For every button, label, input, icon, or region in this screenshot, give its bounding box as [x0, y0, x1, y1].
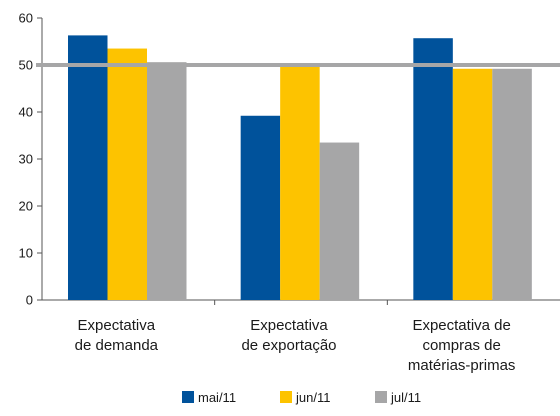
y-tick-label: 10 [19, 246, 33, 261]
legend-label: mai/11 [198, 390, 236, 405]
bar-jun-11-cat-1 [280, 64, 320, 300]
bar-mai-11-cat-0 [68, 35, 108, 300]
category-label: Expectativa de compras de matérias-primas [408, 317, 516, 374]
legend-item: mai/11 [182, 390, 236, 405]
category-labels: Expectativa de demanda Expectativa de expor… [75, 317, 516, 374]
y-tick-label: 60 [19, 11, 33, 26]
bar-mai-11-cat-2 [413, 38, 453, 301]
legend-swatch [182, 391, 194, 403]
legend-swatch [280, 391, 292, 403]
y-tick-label: 40 [19, 105, 33, 120]
bar-jul-11-cat-1 [319, 142, 360, 300]
y-tick-labels: 0 10 20 30 40 50 60 [19, 11, 33, 308]
y-tick-label: 20 [19, 199, 33, 214]
y-tick-label: 30 [19, 152, 33, 167]
bar-jun-11-cat-0 [107, 48, 147, 300]
category-label: Expectativa de demanda [75, 317, 159, 354]
bar-mai-11-cat-1 [240, 115, 281, 300]
bar-jun-11-cat-2 [452, 68, 493, 300]
legend-swatch [375, 391, 387, 403]
legend-item: jul/11 [375, 390, 421, 405]
bar-jul-11-cat-0 [147, 62, 187, 301]
category-label: Expectativa de exportação [241, 317, 336, 354]
y-tick-label: 0 [26, 293, 33, 308]
bar-jul-11-cat-2 [492, 68, 532, 300]
y-tick-label: 50 [19, 58, 33, 73]
legend: mai/11 jun/11 jul/11 [182, 390, 421, 405]
legend-label: jun/11 [295, 390, 330, 405]
chart-bars [68, 35, 532, 301]
legend-label: jul/11 [390, 390, 421, 405]
legend-item: jun/11 [280, 390, 330, 405]
